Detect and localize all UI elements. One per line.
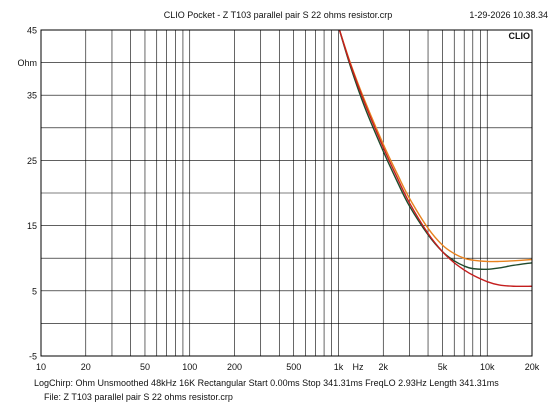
- series-lines: [338, 30, 532, 288]
- x-tick-label: 10k: [480, 362, 495, 372]
- y-tick-label: 25: [27, 156, 37, 166]
- y-tick-label: 45: [27, 26, 37, 36]
- x-tick-label: 20k: [525, 362, 540, 372]
- y-tick-label: -5: [29, 352, 37, 362]
- chart-title: CLIO Pocket - Z T103 parallel pair S 22 …: [164, 10, 392, 20]
- grid: [41, 30, 532, 356]
- y-tick-label: 15: [27, 221, 37, 231]
- x-tick-label: 100: [182, 362, 197, 372]
- x-axis-tick-labels: 10 20 50 100 200 500 1k 2k 5k 10k 20k: [36, 362, 540, 372]
- x-tick-label: 1k: [334, 362, 344, 372]
- x-tick-label: 10: [36, 362, 46, 372]
- x-tick-label: 50: [140, 362, 150, 372]
- x-tick-label: 20: [81, 362, 91, 372]
- y-tick-label: Ohm: [17, 58, 37, 68]
- plot-border: [40, 29, 533, 357]
- file-name: File: Z T103 parallel pair S 22 ohms res…: [44, 392, 233, 402]
- series-line: [338, 30, 532, 288]
- x-tick-label: 500: [286, 362, 301, 372]
- x-tick-label: 5k: [438, 362, 448, 372]
- measurement-settings: LogChirp: Ohm Unsmoothed 48kHz 16K Recta…: [34, 378, 499, 388]
- y-tick-label: 5: [32, 286, 37, 296]
- x-tick-label: 200: [227, 362, 242, 372]
- series-line: [338, 30, 532, 271]
- x-tick-label: 2k: [379, 362, 389, 372]
- y-tick-label: 35: [27, 91, 37, 101]
- series-line: [338, 30, 532, 263]
- x-axis-label: Hz: [353, 362, 364, 372]
- clio-logo: CLIO: [509, 31, 531, 41]
- y-axis-tick-labels: 45 Ohm 35 25 15 5 -5: [17, 26, 37, 362]
- chart-datetime: 1-29-2026 10.38.34: [469, 10, 548, 20]
